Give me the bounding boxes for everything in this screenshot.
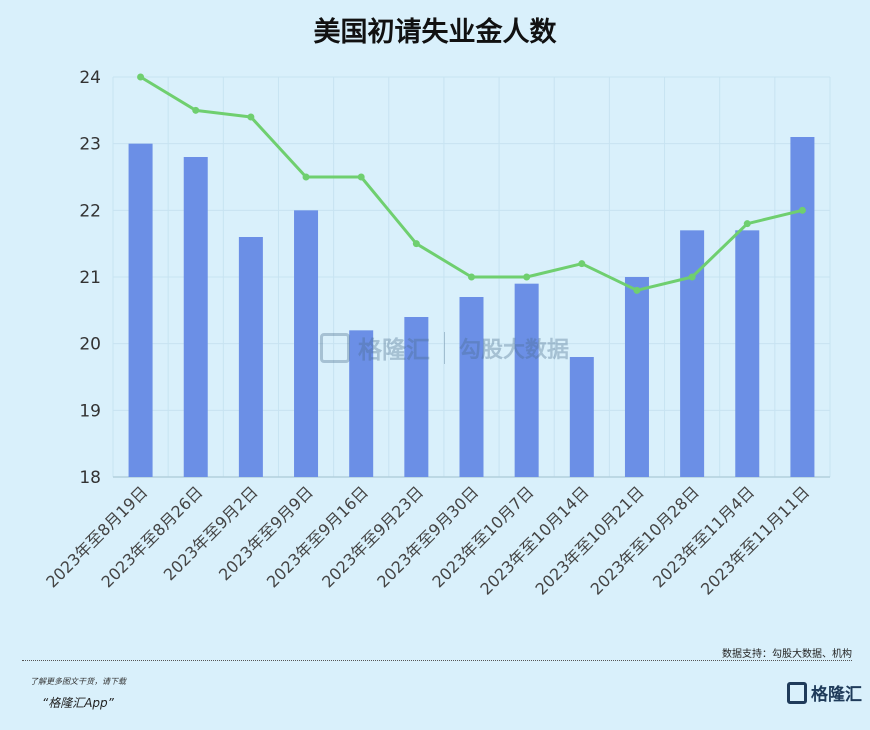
line-point xyxy=(743,220,751,228)
bar xyxy=(680,230,705,477)
x-tick-label: 2023年至9月23日 xyxy=(318,482,427,591)
y-tick-label: 19 xyxy=(79,401,101,421)
line-point xyxy=(688,273,696,281)
bar xyxy=(128,143,153,477)
x-tick-label: 2023年至9月30日 xyxy=(373,482,482,591)
bar xyxy=(183,157,208,477)
watermark-logo-icon xyxy=(320,332,350,363)
bar xyxy=(735,230,760,477)
bar xyxy=(514,283,539,477)
bar xyxy=(790,137,815,477)
chart-title: 美国初请失业金人数 xyxy=(313,17,557,48)
y-tick-label: 21 xyxy=(79,268,101,288)
watermark-brand2: 勾股大数据 xyxy=(459,337,570,363)
line-point xyxy=(633,286,641,294)
footer-logo-icon xyxy=(787,681,807,704)
x-tick-label: 2023年至11月11日 xyxy=(697,482,813,598)
bar xyxy=(624,277,649,477)
y-tick-label: 20 xyxy=(79,335,101,355)
x-tick-label: 2023年至11月4日 xyxy=(649,482,758,591)
bar xyxy=(294,210,319,478)
data-source: 数据支持：勾股大数据、机构 xyxy=(722,649,852,660)
x-tick-label: 2023年至10月7日 xyxy=(428,482,537,591)
x-tick-label: 2023年至9月16日 xyxy=(263,482,372,591)
line-point xyxy=(192,106,200,114)
footer-app-name: “格隆汇App” xyxy=(42,696,114,710)
footer-note: 了解更多图文干货，请下载 xyxy=(30,677,126,686)
line-point xyxy=(798,206,806,214)
watermark: 格隆汇 勾股大数据 xyxy=(320,330,569,365)
y-tick-label: 18 xyxy=(79,468,101,488)
x-tick-label: 2023年至9月2日 xyxy=(160,482,262,584)
watermark-brand: 格隆汇 xyxy=(358,336,430,364)
line-point xyxy=(578,260,586,268)
bar xyxy=(349,330,374,477)
line-point xyxy=(523,273,531,281)
bar xyxy=(569,357,594,477)
bar xyxy=(238,237,263,477)
line-point xyxy=(468,273,475,281)
watermark-divider xyxy=(444,331,445,364)
y-tick-label: 22 xyxy=(79,201,101,221)
footer-divider xyxy=(22,660,852,661)
line-point xyxy=(357,173,365,181)
y-tick-label: 23 xyxy=(79,135,101,155)
bar xyxy=(404,317,429,477)
footer-logo: 格隆汇 xyxy=(787,680,862,705)
x-tick-label: 2023年至8月19日 xyxy=(42,482,151,591)
line-point xyxy=(302,173,310,181)
x-tick-label: 2023年至8月26日 xyxy=(97,482,206,591)
line-point xyxy=(137,73,145,81)
line-point xyxy=(247,113,255,121)
y-tick-label: 24 xyxy=(79,68,101,88)
bar xyxy=(459,297,484,477)
chart-svg: 181920212223242023年至8月19日2023年至8月26日2023… xyxy=(42,68,831,599)
line-point xyxy=(412,240,420,248)
x-tick-label: 2023年至9月9日 xyxy=(215,482,317,584)
footer-logo-text: 格隆汇 xyxy=(811,685,862,705)
